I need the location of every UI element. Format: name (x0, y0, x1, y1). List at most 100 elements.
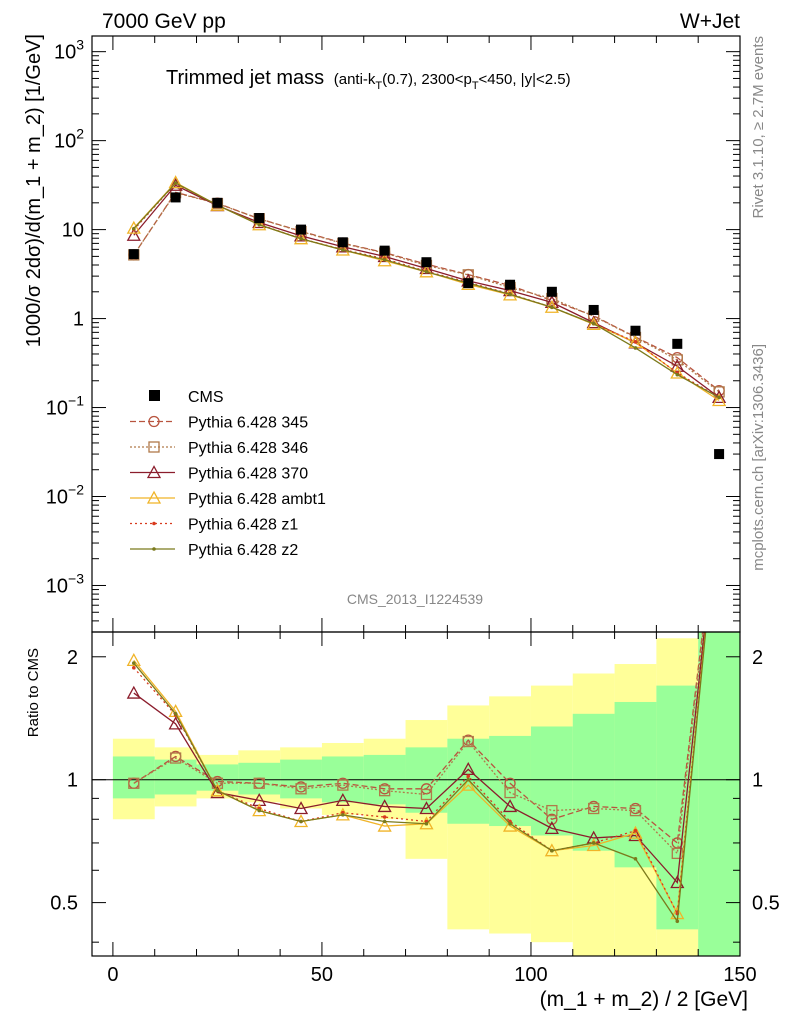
legend-cms-label: CMS (188, 389, 224, 406)
main-series-line (133, 181, 720, 402)
cms-data-point (505, 279, 516, 290)
main-series-point (586, 316, 601, 330)
ratio-series-point (382, 815, 387, 819)
cms-data-point (714, 449, 725, 460)
main-series-line (133, 191, 720, 393)
ratio-axis-label: Ratio to CMS (25, 648, 42, 737)
y-tick-base: 1 (73, 309, 84, 331)
title-cuts-a: (anti-k (334, 71, 376, 88)
y-tick-base: 10 (46, 575, 68, 597)
chart-title-main: Trimmed jet mass (166, 67, 324, 89)
main-series-point (633, 346, 638, 350)
y-tick-exponent: −2 (68, 482, 84, 498)
ratio-series-point (377, 818, 392, 832)
ratio-tick-label-left: 2 (67, 647, 78, 669)
cms-data-point (379, 245, 390, 256)
chart-title: Trimmed jet mass (anti-kT(0.7), 2300<pT<… (166, 67, 571, 92)
band-inner-bin (112, 756, 155, 799)
ratio-series-point (420, 788, 433, 801)
y-tick-exponent: 2 (76, 126, 84, 142)
ratio-series-point (377, 799, 392, 813)
cms-data-point (463, 278, 474, 289)
band-inner-bin (530, 726, 573, 836)
ratio-series-point (210, 783, 225, 797)
main-series-point (126, 227, 141, 241)
y-tick-label: 1 (73, 309, 84, 331)
cms-data-point (296, 224, 307, 235)
cms-data-point (588, 304, 599, 315)
ratio-series-point (591, 841, 596, 845)
cms-data-point (337, 237, 348, 248)
ratio-series-point (466, 774, 471, 778)
legend-marker (152, 547, 156, 551)
y-tick-label: 10 (62, 220, 84, 242)
ratio-series-point (253, 777, 265, 789)
ratio-tick-label-right: 2 (752, 647, 763, 669)
ratio-tick-label-left: 1 (67, 770, 78, 792)
ratio-series-point (546, 804, 558, 817)
ratio-series-point (378, 785, 391, 797)
ratio-series-point (132, 661, 136, 665)
ratio-series-point (508, 821, 512, 826)
main-series-point (712, 393, 727, 407)
main-series-point (502, 287, 518, 301)
main-panel-series (126, 175, 727, 460)
ratio-series-point (550, 848, 554, 853)
ratio-series-point (461, 777, 476, 791)
x-tick-label: 0 (107, 964, 118, 986)
ratio-series-point (462, 735, 474, 748)
y-tick-label: 10−2 (46, 482, 84, 509)
y-tick-base: 10 (54, 42, 76, 64)
ratio-series-point (382, 819, 387, 824)
cms-data-point (254, 213, 265, 224)
ratio-series-point (504, 777, 516, 789)
title-cuts-c: <450, |y|<2.5) (479, 71, 571, 88)
ratio-series-line (133, 632, 704, 855)
cms-data-point (421, 257, 432, 268)
legend-label: Pythia 6.428 z1 (188, 517, 298, 534)
mcplots-side-text: mcplots.cern.ch [arXiv:1306.3436] (750, 344, 767, 571)
band-inner-bin (698, 632, 740, 956)
ratio-series-point (215, 788, 220, 793)
main-series-point (299, 236, 303, 241)
ratio-series-point (675, 919, 680, 924)
cms-data-point (672, 338, 683, 349)
main-series-line (133, 182, 720, 398)
title-cuts-ksub: T (375, 80, 382, 92)
x-tick-label: 100 (514, 964, 547, 986)
cms-data-point (212, 197, 223, 208)
ratio-tick-label-right: 1 (752, 770, 763, 792)
cms-data-point (128, 249, 139, 260)
main-series-point (382, 257, 387, 262)
legend-marker (152, 521, 156, 526)
main-series-point (633, 340, 638, 344)
y-tick-base: 10 (46, 487, 68, 509)
legend-label: Pythia 6.428 346 (188, 440, 308, 457)
y-tick-label: 102 (54, 126, 84, 153)
y-tick-label: 103 (54, 37, 84, 64)
legend-marker (148, 415, 160, 428)
x-axis-label: (m_1 + m_2) / 2 [GeV] (540, 988, 748, 1011)
ratio-series-point (335, 793, 350, 807)
main-series-point (671, 354, 683, 366)
cms-data-point (170, 192, 181, 203)
legend-label: Pythia 6.428 z2 (188, 542, 298, 559)
legend-marker (146, 490, 162, 504)
main-series-point (717, 395, 721, 400)
ratio-series-clipped (126, 632, 707, 924)
ratio-series-point (169, 752, 182, 764)
cms-data-point (630, 325, 641, 336)
rivet-side-text: Rivet 3.1.10, ≥ 2.7M events (750, 36, 767, 219)
main-series-point (675, 372, 680, 377)
ratio-series-point (168, 716, 183, 730)
y-tick-exponent: −1 (68, 393, 84, 409)
ratio-series-point (299, 819, 303, 824)
header-right: W+Jet (680, 10, 740, 33)
cms-data-point (546, 286, 557, 297)
ratio-series-point (628, 825, 643, 839)
ratio-series-point (424, 821, 429, 826)
main-series-line (133, 184, 720, 398)
